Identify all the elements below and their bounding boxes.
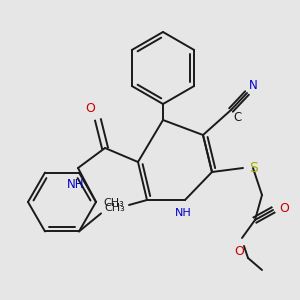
Text: O: O [234, 245, 244, 258]
Text: CH₃: CH₃ [103, 198, 124, 208]
Text: NH: NH [175, 208, 191, 218]
Text: N: N [249, 79, 258, 92]
Text: S: S [249, 161, 258, 175]
Text: NH: NH [67, 178, 85, 191]
Text: C: C [233, 111, 241, 124]
Text: CH₃: CH₃ [104, 203, 125, 213]
Text: O: O [279, 202, 289, 215]
Text: O: O [85, 102, 95, 115]
